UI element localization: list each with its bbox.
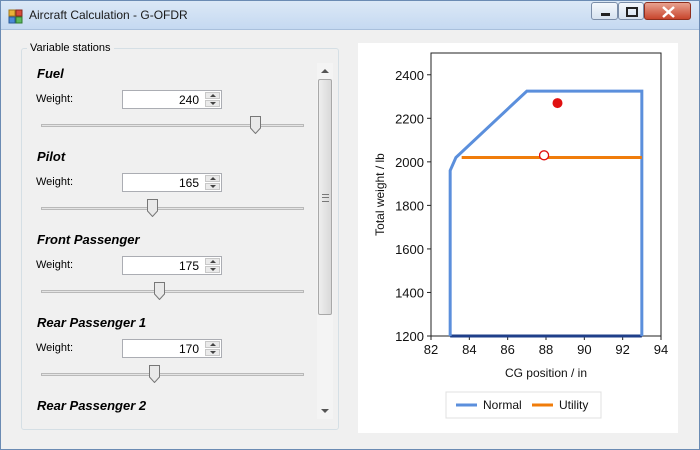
- cg-envelope-chart: 82 84 86 88 90 92 94 1200 1400 1600 1800 2000 2200 24…: [358, 43, 678, 433]
- x-tick-label: 86: [500, 342, 514, 357]
- maximize-icon: [626, 7, 638, 17]
- x-axis-label: CG position / in: [505, 366, 587, 380]
- front-passenger-slider-thumb[interactable]: [154, 282, 166, 300]
- minimize-icon: [601, 13, 610, 16]
- y-tick-label: 2400: [395, 68, 424, 83]
- fuel-weight-input[interactable]: 240: [122, 90, 222, 109]
- minimize-button[interactable]: [591, 2, 618, 20]
- front-passenger-weight-input[interactable]: 175: [122, 256, 222, 275]
- pilot-weight-label: Weight:: [36, 176, 74, 188]
- x-tick-label: 88: [539, 342, 553, 357]
- fuel-slider-thumb[interactable]: [250, 116, 262, 134]
- rear-passenger-1-weight-label: Weight:: [36, 342, 74, 354]
- x-tick-label: 92: [615, 342, 629, 357]
- rear-passenger-1-slider-track[interactable]: [41, 373, 304, 376]
- series-normal-line: [448, 89, 644, 336]
- x-tick-label: 84: [462, 342, 476, 357]
- rear-passenger-1-slider-thumb[interactable]: [149, 365, 161, 383]
- front-passenger-spin-up-button[interactable]: [205, 258, 220, 265]
- x-tick-label: 82: [424, 342, 438, 357]
- y-tick-label: 2200: [395, 111, 424, 126]
- front-passenger-spin-down-button[interactable]: [205, 266, 220, 273]
- pilot-slider-track[interactable]: [41, 207, 304, 210]
- station-title-front-passenger: Front Passenger: [37, 232, 140, 247]
- rear-passenger-1-spin-down-button[interactable]: [205, 349, 220, 356]
- legend-normal-label: Normal: [483, 398, 522, 412]
- scroll-up-icon[interactable]: [321, 69, 329, 73]
- fuel-slider-track[interactable]: [41, 124, 304, 127]
- legend-utility-label: Utility: [559, 398, 588, 412]
- pilot-slider-thumb[interactable]: [146, 199, 158, 217]
- scroll-down-icon[interactable]: [321, 409, 329, 413]
- station-title-fuel: Fuel: [37, 66, 64, 81]
- window-title: Aircraft Calculation - G-OFDR: [29, 8, 188, 22]
- front-passenger-weight-value: 175: [178, 259, 199, 273]
- fuel-spin-up-button[interactable]: [205, 92, 220, 99]
- pilot-weight-value: 165: [178, 176, 199, 190]
- close-button[interactable]: [644, 2, 691, 20]
- x-tick-label: 94: [654, 342, 668, 357]
- cg-envelope-chart-svg: 82 84 86 88 90 92 94 1200 1400 1600 1800 2000 2200 24…: [373, 52, 668, 419]
- app-icon: [8, 9, 23, 24]
- grip-icon: [322, 194, 329, 202]
- plot-area: [430, 52, 662, 337]
- fuel-weight-label: Weight:: [36, 93, 74, 105]
- fuel-weight-value: 240: [178, 93, 199, 107]
- scroll-thumb[interactable]: [318, 79, 332, 315]
- fuel-spin-down-button[interactable]: [205, 100, 220, 107]
- title-bar[interactable]: Aircraft Calculation - G-OFDR: [1, 1, 699, 30]
- maximize-button[interactable]: [618, 2, 644, 20]
- rear-passenger-1-spin-up-button[interactable]: [205, 341, 220, 348]
- stations-group-label: Variable stations: [27, 42, 114, 54]
- station-title-pilot: Pilot: [37, 149, 66, 164]
- x-tick-label: 90: [577, 342, 591, 357]
- y-tick-label: 1400: [395, 285, 424, 300]
- station-title-rear-passenger-2: Rear Passenger 2: [37, 398, 147, 413]
- y-axis-label: Total weight / lb: [373, 153, 387, 236]
- front-passenger-weight-label: Weight:: [36, 259, 74, 271]
- stations-scrollbar[interactable]: [317, 63, 333, 419]
- cg-point-filled: [552, 98, 563, 109]
- pilot-spin-down-button[interactable]: [205, 183, 220, 190]
- cg-point-hollow: [538, 150, 550, 161]
- y-tick-label: 2000: [395, 155, 424, 170]
- front-passenger-slider-track[interactable]: [41, 290, 304, 293]
- y-tick-label: 1800: [395, 198, 424, 213]
- y-tick-label: 1600: [395, 242, 424, 257]
- rear-passenger-1-weight-input[interactable]: 170: [122, 339, 222, 358]
- close-icon: [662, 6, 675, 18]
- stations-groupbox: [21, 48, 339, 430]
- y-tick-label: 1200: [395, 329, 424, 344]
- rear-passenger-1-weight-value: 170: [178, 342, 199, 356]
- station-title-rear-passenger-1: Rear Passenger 1: [37, 315, 147, 330]
- pilot-spin-up-button[interactable]: [205, 175, 220, 182]
- pilot-weight-input[interactable]: 165: [122, 173, 222, 192]
